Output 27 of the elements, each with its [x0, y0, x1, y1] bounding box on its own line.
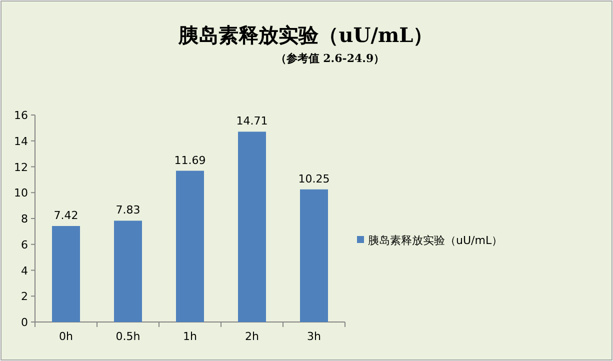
- legend: 胰岛素释放实验（uU/mL）: [357, 234, 503, 247]
- y-tick-label: 0: [21, 316, 28, 329]
- x-tick-label: 2h: [245, 330, 260, 343]
- bar: [176, 170, 204, 322]
- y-tick-label: 16: [14, 109, 28, 122]
- y-tick-label: 6: [21, 238, 28, 252]
- y-tick-label: 4: [21, 264, 28, 278]
- chart-subtitle: （参考值 2.6-24.9）: [275, 52, 385, 65]
- data-label: 11.69: [174, 154, 206, 167]
- bar: [238, 132, 266, 322]
- data-label: 7.42: [54, 209, 78, 222]
- data-label: 7.83: [116, 204, 140, 217]
- data-label: 10.25: [298, 172, 330, 186]
- data-label: 14.71: [236, 114, 268, 128]
- bar: [114, 220, 142, 322]
- bar: [300, 189, 328, 322]
- bar: [52, 226, 80, 322]
- chart-title: 胰岛素释放实验（uU/mL）: [178, 23, 434, 47]
- x-tick-label: 0.5h: [116, 330, 140, 343]
- y-tick-label: 12: [14, 160, 28, 174]
- x-tick-label: 1h: [183, 330, 198, 343]
- y-tick-label: 10: [14, 186, 28, 200]
- x-tick-label: 0h: [59, 330, 74, 343]
- y-tick-label: 14: [14, 134, 28, 148]
- y-tick-label: 8: [21, 212, 28, 226]
- y-tick-label: 2: [21, 290, 28, 304]
- x-tick-label: 3h: [307, 330, 322, 343]
